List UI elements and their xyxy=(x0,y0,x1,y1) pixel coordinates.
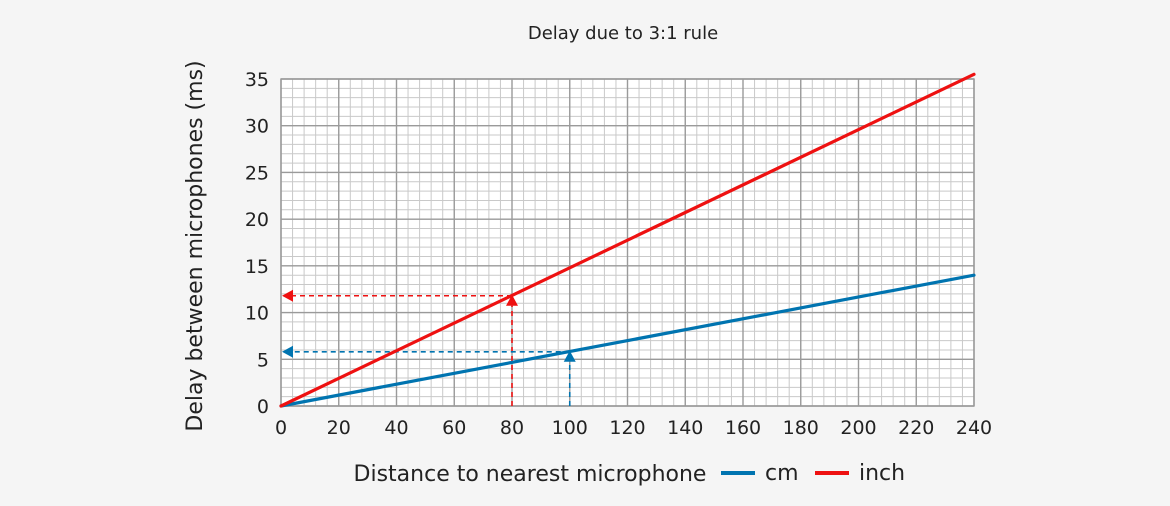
x-tick-label: 120 xyxy=(609,417,645,439)
annotation-arrowhead-up xyxy=(506,294,518,306)
x-tick-label: 140 xyxy=(667,417,703,439)
legend-label-inch: inch xyxy=(859,461,905,486)
x-tick-label: 160 xyxy=(725,417,761,439)
y-tick-label: 10 xyxy=(245,303,269,325)
y-tick-label: 30 xyxy=(245,116,269,138)
series-lines xyxy=(279,72,976,408)
annotation-arrowhead-left xyxy=(282,345,293,358)
x-tick-label: 100 xyxy=(552,417,588,439)
y-tick-label: 15 xyxy=(245,256,269,278)
y-tick-label: 25 xyxy=(245,162,269,184)
x-tick-label: 60 xyxy=(442,417,466,439)
annotation-arrowhead-up xyxy=(563,350,576,362)
y-tick-label: 5 xyxy=(257,349,269,371)
tick-labels: 0 20 40 60 80 100 120 140 160 180 200 220 240 0 5 10 15 2… xyxy=(245,69,992,439)
legend-label-cm: cm xyxy=(765,461,799,486)
y-tick-label: 0 xyxy=(257,396,269,418)
plot-border xyxy=(280,78,975,407)
legend: cm inch xyxy=(721,461,905,486)
y-tick-label: 20 xyxy=(245,209,269,231)
chart-title: Delay due to 3:1 rule xyxy=(528,23,718,44)
x-tick-label: 200 xyxy=(840,417,876,439)
x-tick-label: 40 xyxy=(384,417,408,439)
annotations xyxy=(282,289,576,406)
series-line-inch xyxy=(279,72,976,408)
x-tick-label: 220 xyxy=(898,417,934,439)
x-tick-label: 20 xyxy=(327,417,351,439)
x-tick-label: 180 xyxy=(783,417,819,439)
x-tick-label: 240 xyxy=(956,417,992,439)
series-line-cm xyxy=(279,273,976,408)
annotation-arrowhead-left xyxy=(282,289,293,302)
y-axis-label: Delay between microphones (ms) xyxy=(183,60,208,431)
x-tick-label: 80 xyxy=(500,417,524,439)
x-tick-label: 0 xyxy=(275,417,287,439)
x-axis-label: Distance to nearest microphone xyxy=(354,462,707,487)
y-tick-label: 35 xyxy=(245,69,269,91)
